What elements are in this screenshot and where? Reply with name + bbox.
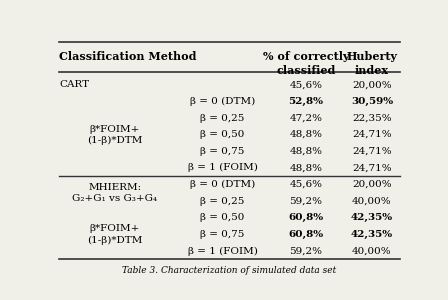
Text: 48,8%: 48,8% [289, 164, 323, 172]
Text: Table 3. Characterization of simulated data set: Table 3. Characterization of simulated d… [122, 266, 337, 275]
Text: β = 1 (FOIM): β = 1 (FOIM) [188, 163, 258, 172]
Text: 60,8%: 60,8% [289, 213, 323, 222]
Text: 48,8%: 48,8% [289, 130, 323, 139]
Text: 47,2%: 47,2% [289, 113, 323, 122]
Text: 22,35%: 22,35% [352, 113, 392, 122]
Text: Classification Method: Classification Method [60, 51, 197, 62]
Text: 24,71%: 24,71% [352, 164, 392, 172]
Text: 42,35%: 42,35% [351, 230, 393, 239]
Text: 24,71%: 24,71% [352, 130, 392, 139]
Text: 30,59%: 30,59% [351, 97, 393, 106]
Text: β = 0,25: β = 0,25 [200, 113, 245, 122]
Text: % of correctly
classified: % of correctly classified [263, 51, 349, 76]
Text: MHIERM:
G₂+G₁ vs G₃+G₄: MHIERM: G₂+G₁ vs G₃+G₄ [73, 183, 158, 203]
Text: β*FOIM+
(1-β)*DTM: β*FOIM+ (1-β)*DTM [87, 224, 143, 244]
Text: 45,6%: 45,6% [289, 180, 323, 189]
Text: 20,00%: 20,00% [352, 80, 392, 89]
Text: Huberty
index: Huberty index [346, 51, 397, 76]
Text: β = 0,75: β = 0,75 [200, 147, 245, 156]
Text: β*FOIM+
(1-β)*DTM: β*FOIM+ (1-β)*DTM [87, 124, 143, 145]
Text: 42,35%: 42,35% [351, 213, 393, 222]
Text: β = 0,25: β = 0,25 [200, 197, 245, 206]
Text: β = 0 (DTM): β = 0 (DTM) [190, 97, 255, 106]
Text: 59,2%: 59,2% [289, 197, 323, 206]
Text: 40,00%: 40,00% [352, 247, 392, 256]
Text: 52,8%: 52,8% [289, 97, 323, 106]
Text: 40,00%: 40,00% [352, 197, 392, 206]
Text: β = 1 (FOIM): β = 1 (FOIM) [188, 247, 258, 256]
Text: 20,00%: 20,00% [352, 180, 392, 189]
Text: 24,71%: 24,71% [352, 147, 392, 156]
Text: 48,8%: 48,8% [289, 147, 323, 156]
Text: 60,8%: 60,8% [289, 230, 323, 239]
Text: β = 0,50: β = 0,50 [200, 213, 245, 222]
Text: β = 0,50: β = 0,50 [200, 130, 245, 139]
Text: β = 0 (DTM): β = 0 (DTM) [190, 180, 255, 189]
Text: 59,2%: 59,2% [289, 247, 323, 256]
Text: CART: CART [60, 80, 90, 89]
Text: 45,6%: 45,6% [289, 80, 323, 89]
Text: β = 0,75: β = 0,75 [200, 230, 245, 239]
